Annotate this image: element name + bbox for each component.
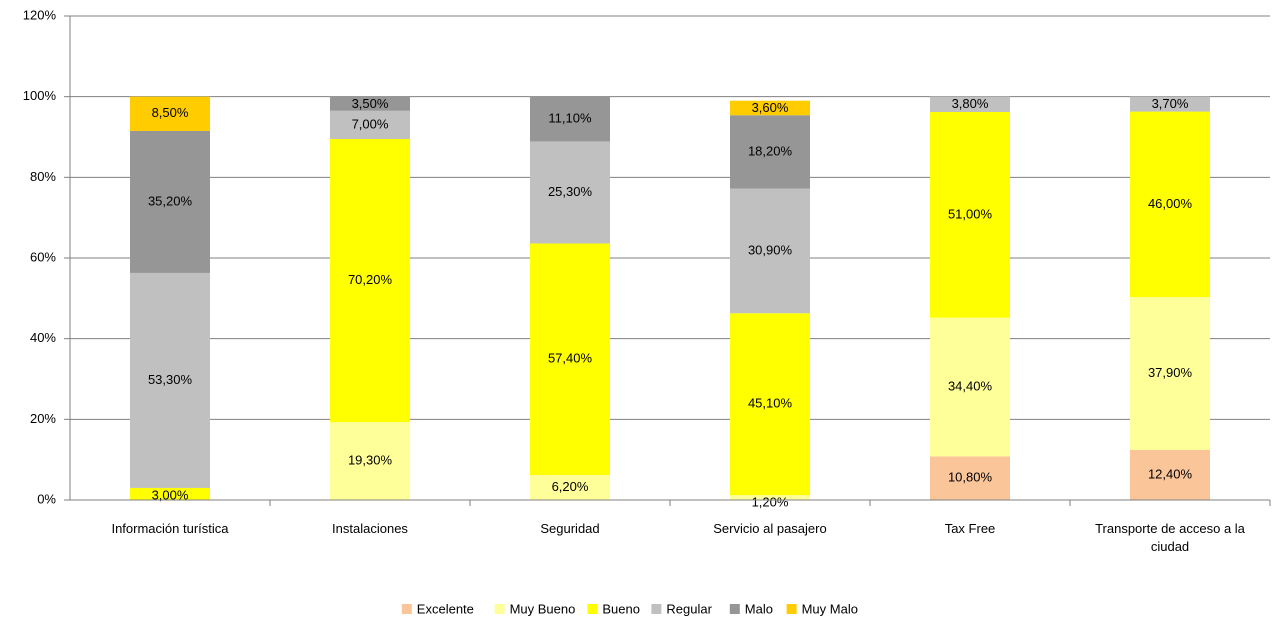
bar-segment	[1130, 297, 1210, 450]
y-tick-label: 100%	[23, 88, 57, 103]
data-label: 19,30%	[348, 453, 393, 468]
data-label: 12,40%	[1148, 466, 1193, 481]
bar-segment	[530, 141, 610, 244]
data-label: 3,50%	[352, 96, 389, 111]
bar-segment	[330, 96, 410, 111]
bar-segment	[330, 422, 410, 500]
bar-segment	[130, 487, 210, 500]
x-tick-label: Seguridad	[540, 521, 600, 536]
x-tick-label: Información turística	[111, 521, 229, 536]
data-label: 45,10%	[748, 396, 793, 411]
x-tick-label: Instalaciones	[332, 521, 408, 536]
bar-segment	[930, 111, 1010, 318]
bar-segment	[930, 317, 1010, 457]
bar-segment	[130, 96, 210, 131]
data-label: 6,20%	[552, 479, 589, 494]
data-label: 7,00%	[352, 116, 389, 131]
data-label: 34,40%	[948, 379, 993, 394]
legend-label: Muy Malo	[802, 601, 858, 616]
bar-segment	[530, 474, 610, 500]
data-label: 57,40%	[548, 351, 593, 366]
bar-segment	[730, 115, 810, 189]
legend-label: Excelente	[417, 601, 474, 616]
bar-segment	[730, 313, 810, 496]
bar-segment	[130, 272, 210, 488]
legend-swatch	[401, 604, 412, 614]
bar-segment	[530, 243, 610, 475]
bar-segment	[730, 188, 810, 314]
x-tick-label: Servicio al pasajero	[713, 521, 827, 536]
bar-segment	[530, 96, 610, 142]
bar-segment	[730, 100, 810, 116]
data-label: 37,90%	[1148, 365, 1193, 380]
data-label: 3,60%	[752, 100, 789, 115]
legend-label: Bueno	[602, 601, 640, 616]
data-label: 3,70%	[1152, 96, 1189, 111]
data-label: 46,00%	[1148, 196, 1193, 211]
y-tick-label: 60%	[30, 249, 56, 264]
y-tick-label: 20%	[30, 411, 56, 426]
legend-label: Malo	[745, 601, 773, 616]
y-tick-label: 40%	[30, 330, 56, 345]
bar-segment	[330, 110, 410, 140]
data-label: 35,20%	[148, 193, 193, 208]
x-tick-label: Transporte de acceso a la ciudad	[1095, 521, 1245, 554]
legend-swatch	[786, 604, 797, 614]
legend-swatch	[651, 604, 662, 614]
bar-segment	[330, 139, 410, 423]
data-label: 8,50%	[152, 105, 189, 120]
y-tick-label: 0%	[37, 491, 56, 506]
data-label: 3,00%	[152, 487, 189, 502]
bar-segment	[130, 130, 210, 273]
legend-swatch	[587, 604, 598, 614]
legend-label: Muy Bueno	[510, 601, 576, 616]
data-label: 51,00%	[948, 206, 993, 221]
bar-segment	[730, 495, 810, 500]
data-label: 70,20%	[348, 272, 393, 287]
data-label: 10,80%	[948, 470, 993, 485]
data-label: 25,30%	[548, 184, 593, 199]
legend-label: Regular	[666, 601, 712, 616]
bar-segment	[930, 456, 1010, 500]
data-label: 11,10%	[548, 110, 592, 125]
legend-swatch	[729, 604, 740, 614]
y-tick-label: 120%	[23, 7, 57, 22]
bar-segment	[1130, 111, 1210, 298]
bar-segment	[1130, 449, 1210, 500]
data-label: 30,90%	[748, 242, 793, 257]
x-tick-label: Tax Free	[944, 521, 996, 536]
bar-segment	[1130, 96, 1210, 112]
bar-segment	[930, 96, 1010, 112]
y-tick-label: 80%	[30, 169, 56, 184]
data-label: 3,80%	[952, 96, 989, 111]
data-label: 18,20%	[748, 143, 793, 158]
data-label: 1,20%	[752, 495, 789, 510]
legend-swatch	[494, 604, 505, 614]
data-label: 53,30%	[148, 372, 193, 387]
